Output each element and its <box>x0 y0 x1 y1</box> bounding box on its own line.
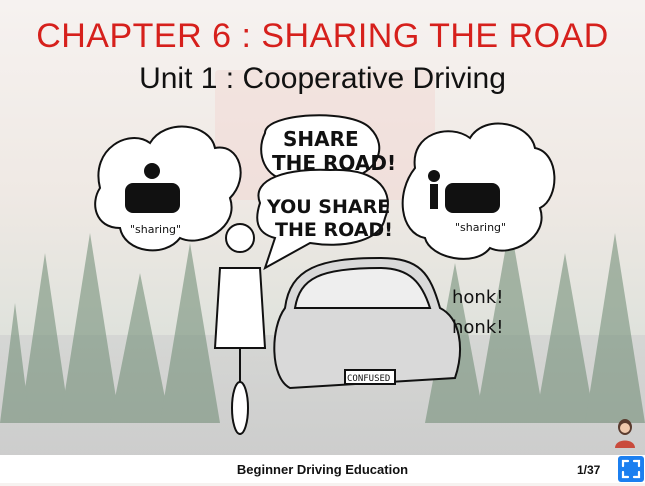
presenter-avatar-icon <box>615 419 635 448</box>
sharing-the-road-illustration: CONFUSED SHARE THE ROAD! YOU SHARE THE R… <box>94 114 556 435</box>
slide-subtitle: Unit 1 : Cooperative Driving <box>139 62 506 95</box>
you-share-line-2: THE ROAD! <box>275 219 393 241</box>
speech-bubble-share <box>260 114 381 182</box>
share-line-2: THE ROAD! <box>272 151 396 175</box>
you-share-line-1: YOU SHARE <box>266 196 390 218</box>
cyclist-body <box>213 267 267 349</box>
car-icon-right <box>445 183 500 213</box>
cyclist-icon-right <box>428 170 440 182</box>
car-plate <box>344 369 396 385</box>
thought-right-text: "sharing" <box>455 221 506 234</box>
cyclist-helmet <box>225 223 255 253</box>
fullscreen-button[interactable] <box>618 456 644 482</box>
share-line-1: SHARE <box>283 127 359 151</box>
footer-course-title: Beginner Driving Education <box>236 462 409 477</box>
slide-title: CHAPTER 6 : SHARING THE ROAD <box>36 17 609 55</box>
fullscreen-expand-icon <box>621 459 641 479</box>
plate-text: CONFUSED <box>347 374 390 384</box>
page-indicator: 1/37 <box>577 463 601 477</box>
car-windshield <box>293 266 432 309</box>
bottom-bar <box>0 455 645 483</box>
car-icon-left <box>125 183 180 213</box>
thought-left-text: "sharing" <box>130 223 181 236</box>
honk-text-2: honk! <box>452 317 503 338</box>
speech-bubble-you-share <box>256 168 389 271</box>
bicycle-front-wheel <box>231 381 249 435</box>
background-forest-left <box>0 233 220 423</box>
honk-text-1: honk! <box>452 287 503 308</box>
cyclist-icon-left <box>144 163 160 179</box>
